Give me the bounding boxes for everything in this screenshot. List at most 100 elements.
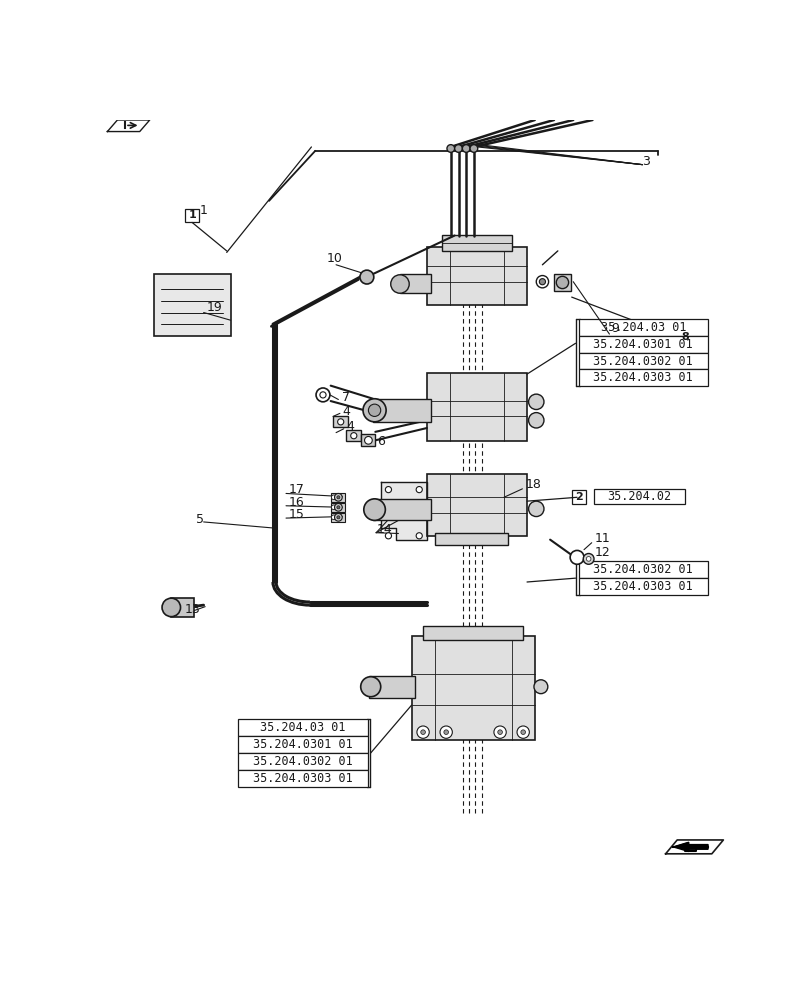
Text: 12: 12 [594, 546, 610, 559]
Bar [578, 561, 707, 578]
Bar [442, 235, 511, 251]
Text: 7: 7 [341, 391, 350, 404]
Bar [427, 474, 526, 536]
Circle shape [315, 388, 329, 402]
Circle shape [539, 279, 545, 285]
Bar [330, 503, 344, 512]
Circle shape [470, 145, 477, 152]
Circle shape [331, 505, 336, 510]
Circle shape [556, 276, 568, 289]
Circle shape [334, 503, 341, 511]
Circle shape [337, 496, 340, 499]
Text: 11: 11 [594, 532, 610, 545]
Text: 4: 4 [345, 420, 354, 433]
Circle shape [444, 730, 448, 734]
Bar [553, 274, 570, 291]
Circle shape [363, 399, 386, 422]
Text: 35.204.0303 01: 35.204.0303 01 [593, 371, 693, 384]
Bar [330, 513, 344, 522]
Text: 15: 15 [288, 508, 304, 521]
Bar [238, 719, 367, 736]
Text: 5: 5 [195, 513, 204, 526]
Bar [578, 319, 707, 336]
Bar [578, 336, 707, 353]
Bar [427, 373, 526, 441]
Circle shape [497, 730, 502, 734]
Circle shape [385, 487, 391, 493]
Bar [372, 499, 431, 520]
Circle shape [337, 516, 340, 519]
Bar [185, 209, 199, 222]
Circle shape [337, 419, 343, 425]
Text: 35.204.0301 01: 35.204.0301 01 [593, 338, 693, 351]
Bar [345, 430, 361, 441]
Text: 17: 17 [288, 483, 304, 496]
Circle shape [350, 433, 356, 439]
Text: 1: 1 [200, 204, 208, 217]
Circle shape [493, 726, 505, 738]
Polygon shape [672, 842, 707, 852]
Text: 4: 4 [341, 405, 350, 418]
Text: 6: 6 [376, 435, 384, 448]
Text: 16: 16 [288, 496, 303, 509]
Text: 8: 8 [680, 332, 688, 342]
Circle shape [517, 726, 529, 738]
Circle shape [363, 499, 385, 520]
Text: 35.204.03 01: 35.204.03 01 [600, 321, 685, 334]
Bar [333, 416, 348, 427]
Text: 13: 13 [184, 603, 200, 616]
Bar [153, 274, 230, 336]
Text: 35.204.0301 01: 35.204.0301 01 [253, 738, 353, 751]
Bar [361, 434, 375, 446]
Circle shape [415, 533, 422, 539]
Bar [427, 247, 526, 305]
Circle shape [461, 145, 470, 152]
Circle shape [454, 145, 461, 152]
Circle shape [569, 550, 583, 564]
Circle shape [534, 680, 547, 694]
Text: 18: 18 [525, 478, 541, 491]
Bar [578, 353, 707, 369]
Circle shape [334, 493, 341, 501]
Circle shape [446, 145, 454, 152]
Polygon shape [107, 120, 149, 132]
Bar [571, 490, 585, 504]
Bar [594, 489, 684, 504]
Text: 3: 3 [642, 155, 650, 168]
Circle shape [440, 726, 452, 738]
Text: 35.204.02: 35.204.02 [607, 490, 671, 503]
Text: 35.204.0302 01: 35.204.0302 01 [593, 355, 693, 368]
Circle shape [586, 557, 590, 561]
Circle shape [320, 392, 326, 398]
Circle shape [390, 275, 409, 293]
Circle shape [360, 677, 380, 697]
Bar [330, 493, 344, 502]
Text: 2: 2 [574, 492, 581, 502]
Polygon shape [380, 482, 427, 540]
Circle shape [528, 394, 543, 410]
Circle shape [415, 487, 422, 493]
Bar [238, 753, 367, 770]
Circle shape [368, 404, 380, 416]
Circle shape [520, 730, 525, 734]
Circle shape [582, 554, 594, 564]
Circle shape [528, 413, 543, 428]
Circle shape [385, 533, 391, 539]
Text: 35.204.03 01: 35.204.03 01 [260, 721, 345, 734]
Bar [411, 636, 534, 740]
Polygon shape [665, 840, 723, 854]
Circle shape [528, 501, 543, 517]
Circle shape [334, 513, 341, 521]
Circle shape [337, 506, 340, 509]
Bar [434, 533, 507, 545]
Circle shape [535, 276, 548, 288]
Text: 35.204.0302 01: 35.204.0302 01 [593, 563, 693, 576]
Text: 19: 19 [207, 301, 222, 314]
Text: 9: 9 [611, 322, 619, 335]
Text: 1: 1 [188, 210, 195, 220]
Circle shape [364, 436, 371, 444]
Text: 10: 10 [326, 252, 342, 265]
Text: 35.204.0303 01: 35.204.0303 01 [253, 772, 353, 785]
Bar [171, 598, 194, 617]
Bar [238, 770, 367, 787]
